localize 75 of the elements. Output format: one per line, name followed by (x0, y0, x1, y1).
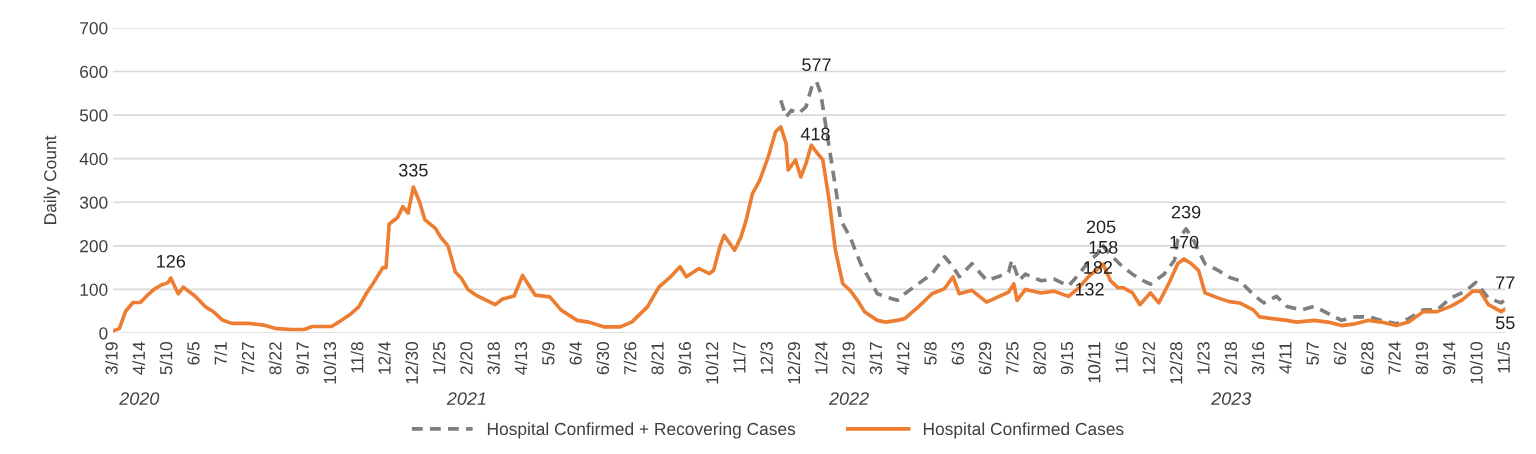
x-tick-label: 12/30 (405, 342, 418, 384)
x-tick-label: 12/2 (1142, 342, 1156, 374)
x-tick-label: 3/16 (1251, 342, 1265, 375)
x-tick-label: 6/29 (978, 342, 992, 375)
y-tick-label: 400 (79, 152, 108, 166)
x-tick-label: 4/13 (514, 342, 528, 375)
x-tick-label: 2/19 (842, 342, 855, 375)
x-tick-label: 3/19 (104, 342, 118, 375)
x-tick-label: 10/10 (1469, 342, 1483, 384)
x-tick-label: 6/5 (186, 342, 200, 365)
x-tick-label: 6/30 (596, 342, 610, 375)
x-tick-label: 12/3 (760, 342, 773, 374)
text: 2021 (446, 392, 486, 405)
x-tick-label: 9/15 (1060, 342, 1074, 375)
x-tick-label: 5/9 (541, 342, 555, 365)
annotation: 239 (1171, 205, 1201, 219)
x-tick-label: 6/2 (1333, 342, 1347, 365)
x-tick-label: 9/14 (1442, 341, 1456, 375)
text: 2022 (828, 392, 869, 405)
x-tick-label: 6/4 (569, 341, 582, 365)
x-tick-label: 6/3 (951, 342, 964, 365)
x-tick-label: 7/24 (1387, 341, 1401, 375)
x-tick-label: 12/4 (377, 341, 391, 374)
annotation: 205 (1086, 220, 1116, 234)
y-tick-label: 600 (80, 65, 108, 78)
x-tick-label: 10/11 (1087, 342, 1101, 383)
y-axis-title: Daily Count (43, 135, 60, 224)
x-tick-label: 8/22 (268, 342, 282, 375)
x-tick-label: 11/6 (1115, 342, 1128, 373)
y-tick-label: 200 (80, 240, 108, 253)
annotation: 55 (1495, 316, 1515, 330)
annotation: 335 (398, 163, 428, 177)
x-tick-label: 3/18 (487, 342, 500, 375)
x-tick-label: 8/21 (650, 342, 664, 375)
x-tick-label: 4/14 (132, 341, 146, 375)
x-tick-label: 6/28 (1360, 342, 1374, 375)
y-tick-label: 100 (80, 283, 108, 296)
y-tick-label: 700 (80, 22, 108, 35)
x-tick-label: 9/16 (678, 342, 691, 375)
x-tick-label: 4/12 (896, 342, 910, 375)
x-tick-label: 7/1 (214, 342, 227, 365)
x-tick-label: 10/12 (705, 342, 719, 384)
x-tick-label: 12/28 (1169, 342, 1183, 384)
text: 2023 (1211, 392, 1252, 405)
annotation: 577 (802, 58, 831, 72)
x-tick-label: 7/25 (1005, 342, 1019, 375)
x-tick-label: 7/27 (241, 342, 255, 375)
x-tick-label: 7/26 (623, 342, 637, 375)
x-tick-label: 11/7 (732, 342, 746, 373)
x-tick-label: 8/20 (1033, 342, 1046, 375)
x-tick-label: 5/8 (923, 342, 937, 365)
x-tick-label: 2/18 (1224, 342, 1237, 375)
x-tick-label: 1/23 (1196, 342, 1210, 374)
y-tick-label: 500 (79, 109, 108, 122)
x-tick-label: 4/11 (1278, 342, 1292, 374)
x-tick-label: 3/17 (869, 342, 883, 375)
x-tick-label: 12/29 (787, 342, 801, 384)
x-tick-label: 10/13 (323, 342, 337, 384)
x-tick-label: 2/20 (459, 342, 473, 375)
x-tick-label: 5/7 (1306, 342, 1319, 365)
x-tick-label: 8/19 (1415, 342, 1429, 375)
annotation: 77 (1496, 276, 1515, 289)
x-tick-label: 1/24 (814, 341, 828, 374)
x-tick-label: 1/25 (432, 342, 446, 374)
x-tick-label: 9/17 (296, 342, 309, 375)
legend-label: Hospital Confirmed + Recovering Cases (487, 422, 796, 439)
y-tick-label: 0 (99, 327, 108, 340)
y-tick-label: 300 (79, 196, 108, 209)
annotation: 418 (800, 127, 830, 141)
text: 2020 (119, 392, 160, 405)
x-tick-label: 11/8 (350, 342, 364, 373)
annotation: 126 (157, 254, 186, 268)
legend-label: Hospital Confirmed Cases (923, 422, 1124, 439)
x-tick-label: 11/5 (1497, 342, 1510, 373)
x-tick-label: 5/10 (159, 342, 173, 375)
